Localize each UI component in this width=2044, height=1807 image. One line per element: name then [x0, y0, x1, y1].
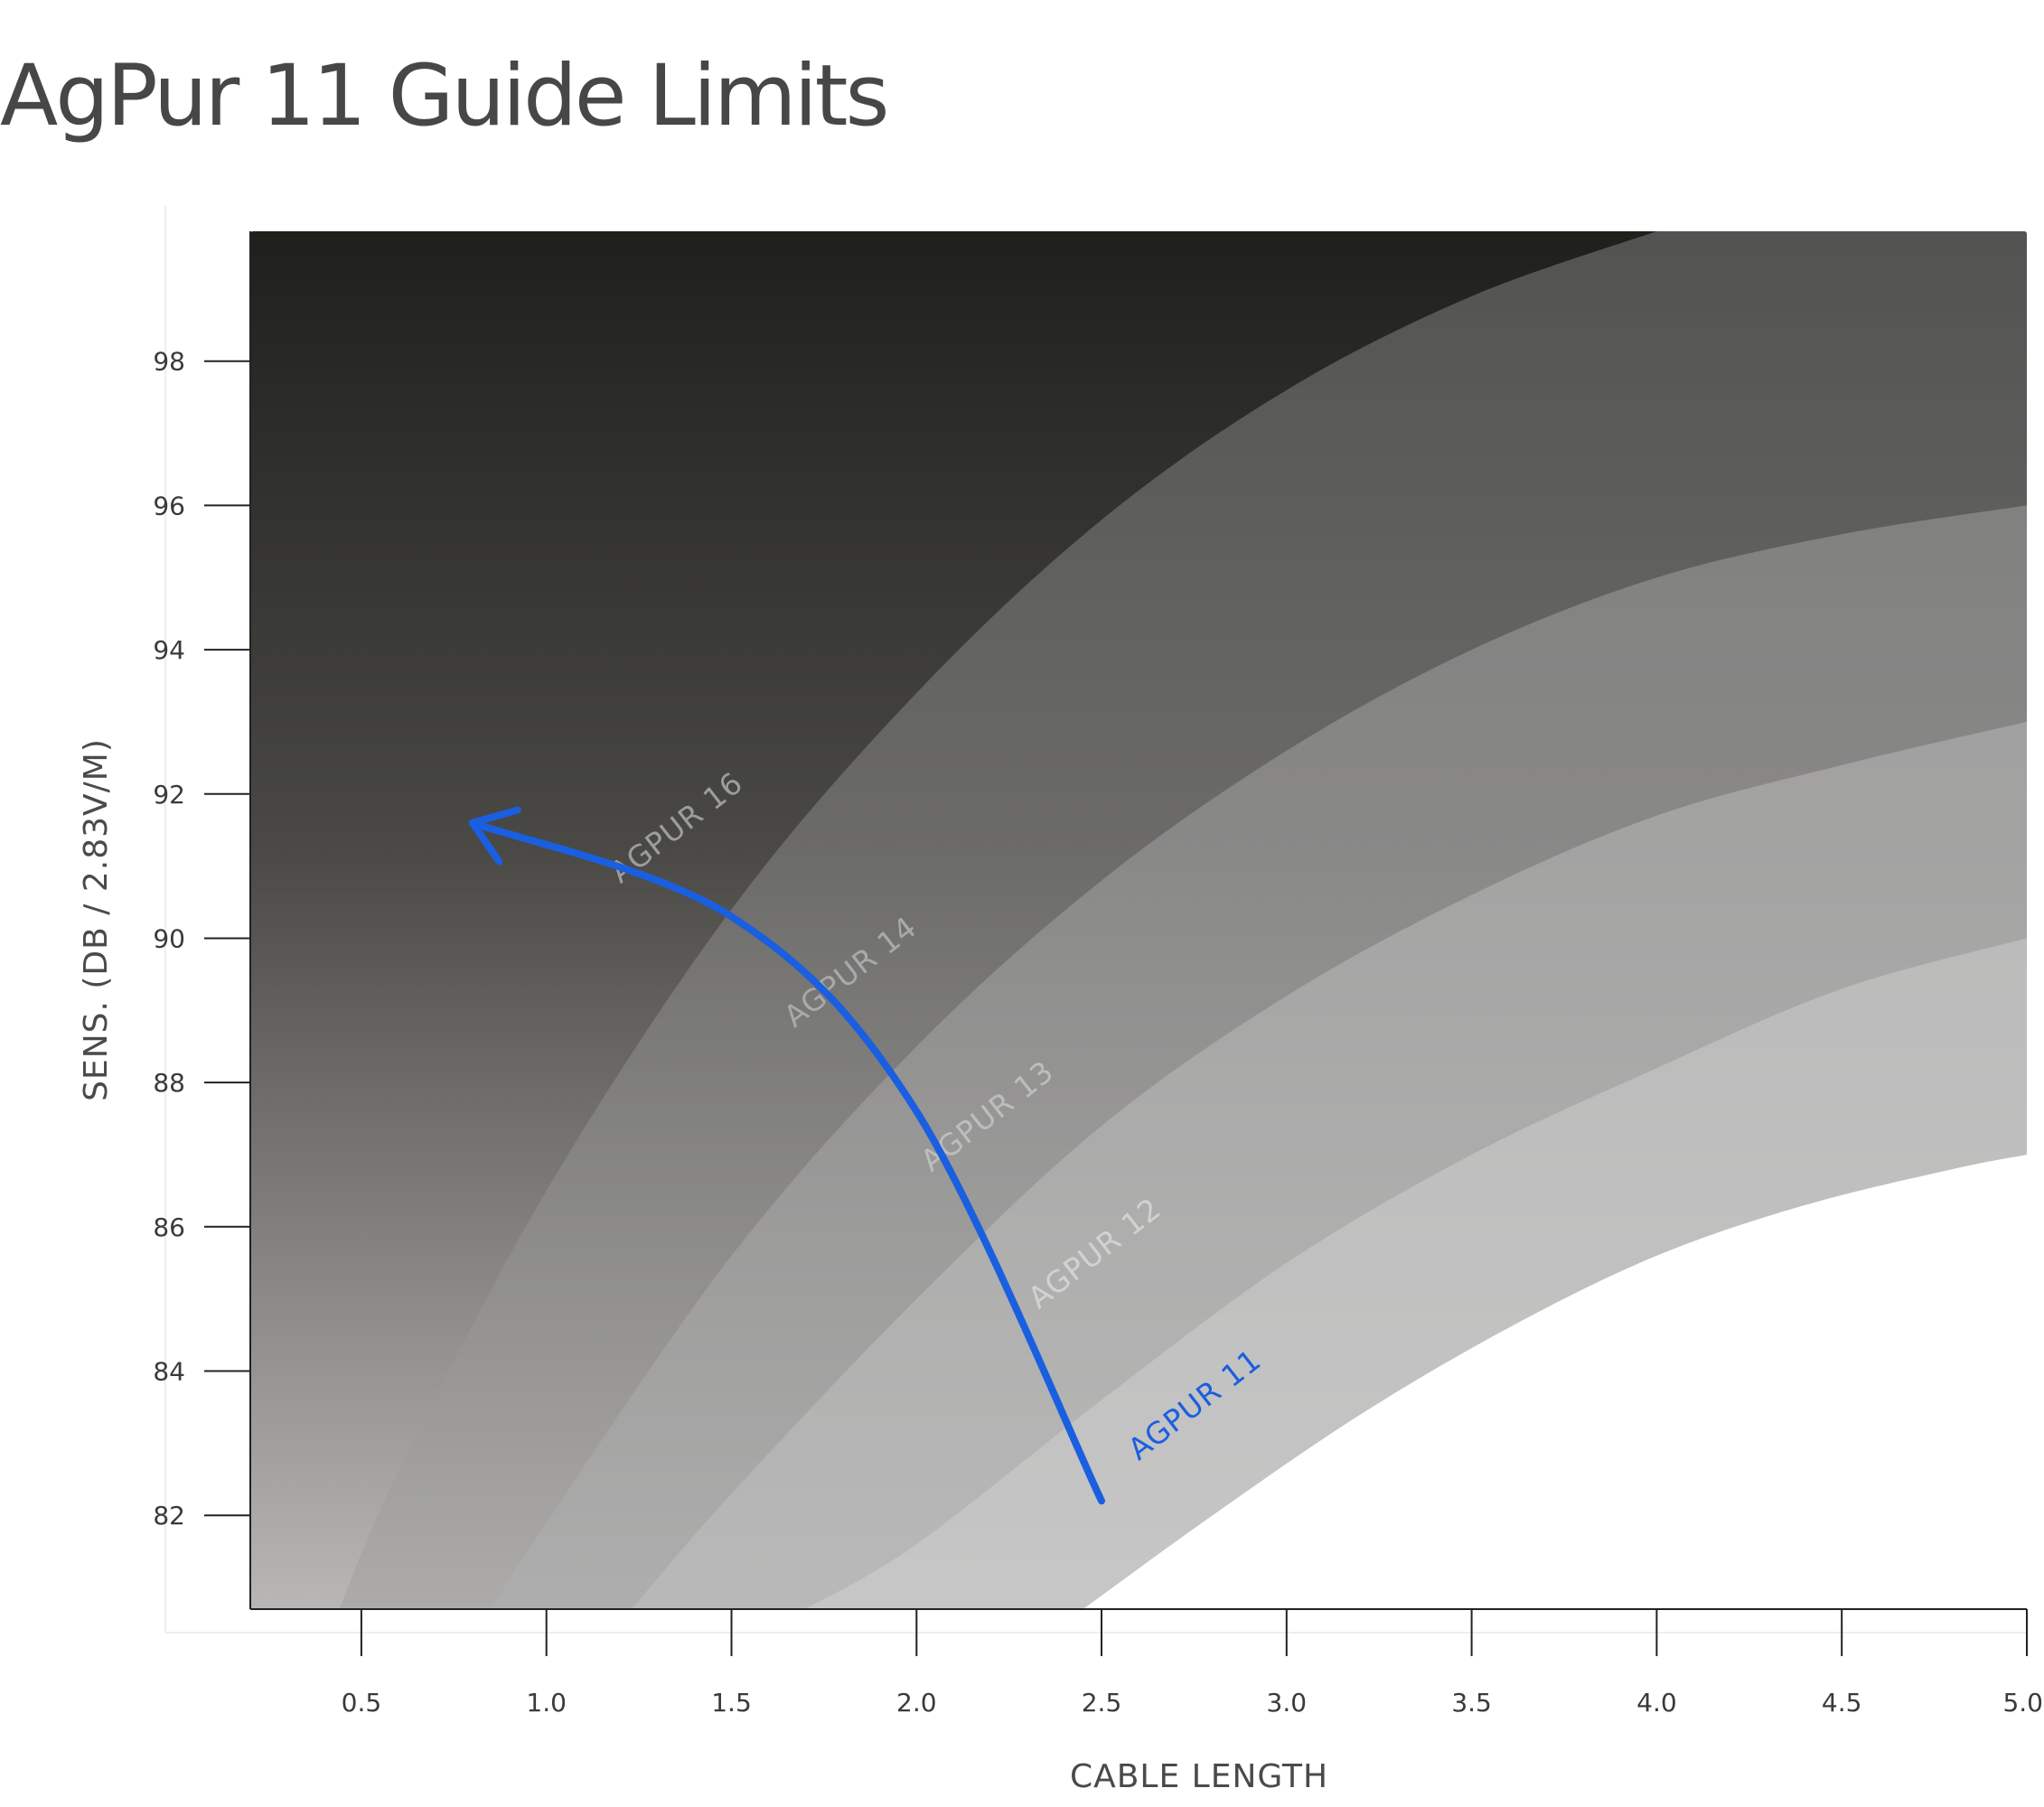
x-tick-label: 5.0: [2002, 1688, 2043, 1718]
y-ticks: 82 84 86 88 90 92 94 96 98: [153, 347, 250, 1531]
y-tick-label: 84: [153, 1357, 185, 1387]
x-tick-label: 4.5: [1822, 1688, 1862, 1718]
y-tick-label: 86: [153, 1212, 185, 1242]
x-tick-label: 2.0: [896, 1688, 937, 1718]
x-tick-label: 3.5: [1451, 1688, 1492, 1718]
chart-title: AgPur 11 Guide Limits: [0, 47, 890, 145]
x-tick-label: 3.0: [1267, 1688, 1308, 1718]
x-tick-label: 4.0: [1636, 1688, 1677, 1718]
y-tick-label: 96: [153, 491, 185, 520]
x-tick-label: 2.5: [1082, 1688, 1122, 1718]
annotation-arrow-head: [468, 806, 521, 866]
x-axis-label: CABLE LENGTH: [1070, 1758, 1328, 1795]
y-tick-label: 94: [153, 635, 185, 665]
y-tick-label: 82: [153, 1501, 185, 1531]
y-tick-label: 92: [153, 780, 185, 810]
y-axis-label: SENS. (DB / 2.83V/M): [78, 738, 115, 1101]
y-tick-label: 98: [153, 347, 185, 377]
x-ticks: 0.5 1.0 1.5 2.0 2.5 3.0 3.5 4.0 4.5 5.0: [342, 1609, 2043, 1718]
annotation-arrow-shaft: [468, 819, 1105, 1505]
y-tick-label: 90: [153, 924, 185, 954]
band-areas: [339, 231, 2027, 1609]
x-tick-label: 1.0: [526, 1688, 567, 1718]
annotation-arrow: [468, 806, 1105, 1505]
y-tick-label: 88: [153, 1068, 185, 1098]
x-tick-label: 0.5: [342, 1688, 382, 1718]
x-tick-label: 1.5: [711, 1688, 752, 1718]
band-agpur-11: [1083, 1155, 2027, 1609]
plot-background: [250, 231, 2027, 1609]
